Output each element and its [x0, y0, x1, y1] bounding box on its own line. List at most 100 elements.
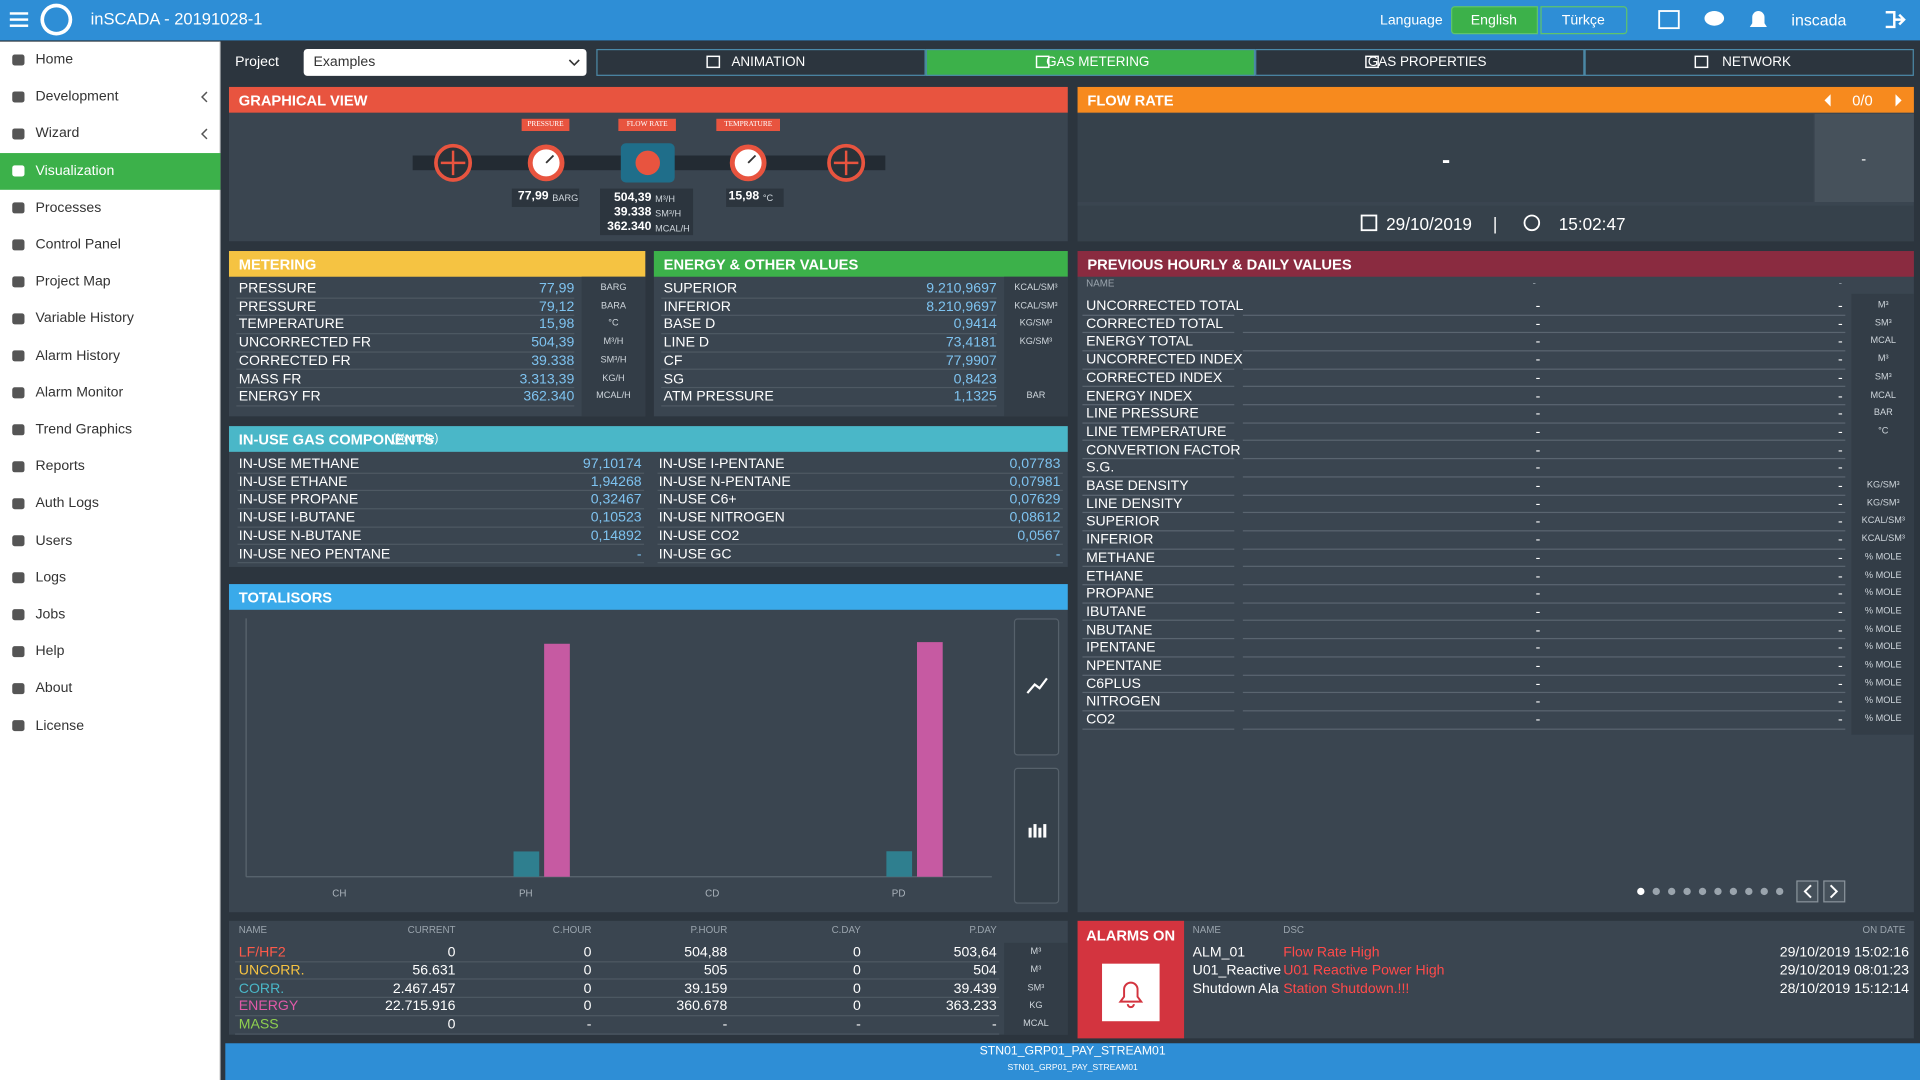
tab-label[interactable]: NETWORK — [1722, 55, 1791, 70]
totalisor-value: 505 — [703, 963, 728, 979]
pressure-value: 77,99 — [517, 189, 549, 204]
alarms-bell-box[interactable] — [1102, 963, 1160, 1022]
totalisor-value: 0 — [583, 999, 592, 1015]
previous-value: - — [1838, 316, 1843, 332]
menu-item[interactable]: Alarm Monitor — [35, 385, 124, 401]
tab-icon — [706, 55, 721, 69]
flow-value: 504,39 — [613, 191, 652, 205]
component-value: - — [636, 546, 642, 562]
bell-icon — [1749, 11, 1767, 27]
page-dot — [1776, 887, 1784, 896]
previous-name: CO2 — [1086, 712, 1116, 728]
page-next[interactable] — [1823, 880, 1846, 903]
row-separator — [1082, 440, 1235, 442]
language-button-label[interactable]: Türkçe — [1561, 13, 1605, 29]
flow-rate-side — [1814, 113, 1914, 203]
row-separator — [1242, 404, 1846, 406]
menu-item[interactable]: Help — [35, 644, 65, 660]
project-select-value[interactable]: Examples — [313, 55, 376, 70]
menu-item[interactable]: Development — [35, 89, 119, 105]
row-separator — [657, 490, 1063, 492]
date-separator: | — [1492, 214, 1498, 234]
menu-item[interactable]: Users — [35, 533, 73, 549]
user-name[interactable]: inscada — [1791, 11, 1847, 30]
menu-item[interactable]: Auth Logs — [35, 496, 99, 512]
bar — [544, 643, 570, 877]
language-button[interactable] — [1451, 6, 1538, 35]
column-header: P.DAY — [969, 924, 997, 936]
menu-item[interactable]: Trend Graphics — [35, 422, 133, 438]
totalisor-name: LF/HF2 — [238, 945, 286, 961]
previous-value: - — [1838, 388, 1843, 404]
calendar-icon — [1360, 214, 1378, 232]
totalisor-unit: SM³ — [1027, 981, 1045, 993]
column-header: NAME — [1192, 924, 1221, 936]
previous — [1077, 251, 1914, 913]
row-separator — [657, 526, 1063, 528]
valve-spokes — [440, 150, 466, 176]
menu-item[interactable]: Wizard — [35, 126, 80, 142]
row-separator — [235, 996, 1000, 999]
menu-icon — [12, 276, 25, 288]
component-name: IN-USE GC — [658, 546, 732, 562]
row-separator — [237, 490, 645, 492]
previous-unit: KG/SM³ — [1866, 496, 1900, 508]
row-separator — [1082, 494, 1235, 496]
row-separator — [235, 960, 1000, 962]
row-separator — [1082, 602, 1235, 604]
menu-item[interactable]: About — [35, 681, 73, 696]
component-value: 0,0567 — [1017, 528, 1061, 544]
tab-label[interactable]: GAS METERING — [1046, 55, 1150, 70]
previous-unit: % MOLE — [1864, 676, 1902, 688]
row-separator — [1242, 710, 1846, 712]
language-button[interactable] — [1540, 6, 1628, 35]
menu-item[interactable]: Jobs — [35, 607, 66, 623]
row-separator — [661, 404, 997, 407]
gas-components-title: IN-USE GAS COMPONENTS — [238, 431, 434, 449]
footer-line: STN01_GRP01_PAY_STREAM01 — [979, 1044, 1166, 1058]
previous-value: - — [1535, 460, 1541, 476]
row-unit: KG/H — [602, 371, 625, 383]
tab[interactable] — [1255, 48, 1585, 76]
flow-value: 362.340 — [607, 220, 652, 234]
totalisor-value: 56.631 — [412, 963, 456, 979]
tab[interactable] — [1584, 48, 1914, 76]
row-separator — [1242, 422, 1846, 424]
app-title: inSCADA - 20191028-1 — [90, 9, 263, 29]
language-label: Language — [1380, 13, 1443, 29]
tab[interactable] — [596, 48, 926, 76]
alarms-panel — [1077, 920, 1914, 1039]
previous-value: - — [1838, 586, 1843, 602]
row-name: UNCORRECTED FR — [238, 335, 372, 351]
menu-item[interactable]: Processes — [35, 200, 102, 216]
project-select[interactable] — [303, 48, 587, 76]
row-separator — [657, 562, 1063, 564]
menu-item[interactable]: Variable History — [35, 311, 134, 327]
tab-label[interactable]: ANIMATION — [731, 55, 806, 70]
menu-item[interactable]: Visualization — [35, 163, 115, 179]
menu-item[interactable]: Reports — [35, 459, 85, 475]
menu-icon — [12, 387, 25, 399]
row-separator — [236, 296, 575, 299]
previous-name: SUPERIOR — [1086, 514, 1160, 530]
component-name: IN-USE N-BUTANE — [238, 528, 362, 544]
row-name: ENERGY FR — [238, 389, 321, 405]
component-value: 97,10174 — [582, 456, 642, 472]
menu-item[interactable]: Logs — [35, 570, 67, 586]
menu-item[interactable]: License — [35, 718, 85, 733]
menu-item[interactable]: Home — [35, 52, 74, 68]
row-separator — [1242, 530, 1846, 532]
previous-name: S.G. — [1086, 460, 1115, 476]
page-prev[interactable] — [1796, 880, 1819, 903]
row-separator — [237, 526, 645, 528]
language-button-label[interactable]: English — [1470, 13, 1517, 29]
menu-item[interactable]: Control Panel — [35, 237, 121, 253]
previous-name: LINE PRESSURE — [1086, 406, 1199, 422]
row-separator — [1242, 332, 1846, 334]
tab-label[interactable]: GAS PROPERTIES — [1367, 55, 1487, 70]
tab[interactable] — [925, 48, 1256, 76]
menu-item[interactable]: Alarm History — [35, 348, 121, 364]
gas-components-subtitle: (% mole) — [391, 432, 439, 446]
row-unit: SM³/H — [600, 353, 627, 365]
menu-item[interactable]: Project Map — [35, 274, 111, 290]
